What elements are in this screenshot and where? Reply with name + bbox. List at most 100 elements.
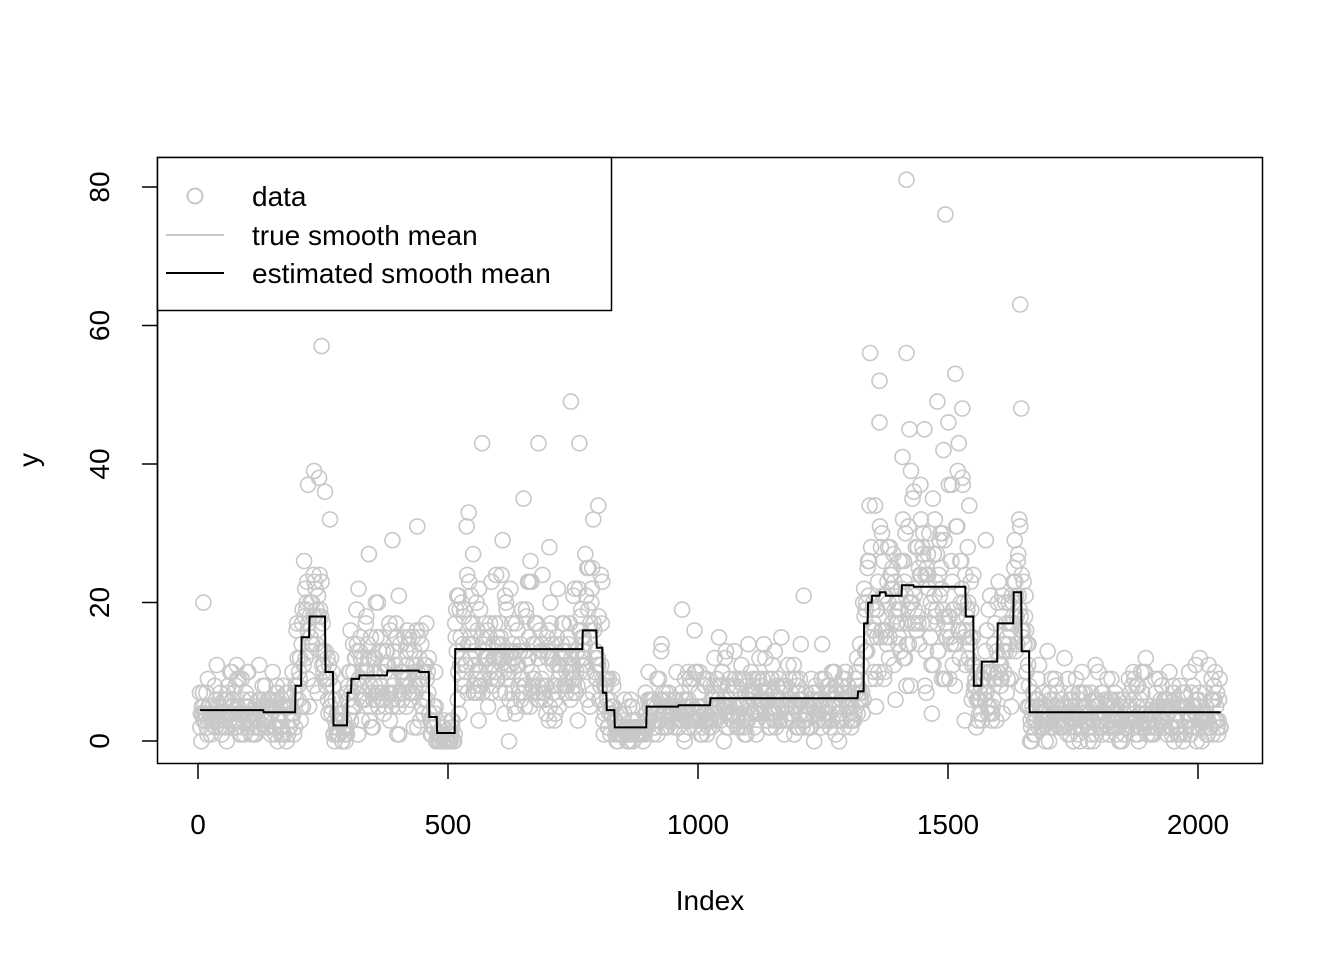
data-point: [542, 615, 560, 632]
estimated-mean-step-path: [199, 584, 1221, 734]
data-point: [653, 635, 670, 653]
data-point: [652, 642, 670, 660]
data-point: [934, 524, 951, 542]
data-point: [1013, 566, 1031, 584]
data-point: [854, 705, 871, 722]
data-point: [522, 552, 539, 570]
legend-label-estimated-mean: estimated smooth mean: [252, 258, 551, 289]
legend-box: [156, 156, 613, 312]
data-point: [791, 670, 809, 688]
data-point: [953, 400, 971, 417]
data-point: [902, 462, 920, 480]
data-point: [1039, 642, 1056, 660]
data-point: [766, 642, 784, 660]
data-point: [603, 670, 621, 688]
data-point: [923, 705, 941, 722]
data-point: [321, 511, 339, 528]
x-tick-label: 1500: [917, 809, 979, 840]
data-point: [604, 677, 622, 695]
data-point: [491, 615, 508, 632]
data-point: [918, 684, 935, 702]
data-point: [1017, 587, 1034, 605]
data-point: [208, 656, 226, 674]
data-point: [805, 732, 823, 750]
data-point: [517, 601, 535, 618]
data-point: [962, 573, 980, 591]
data-point: [500, 732, 518, 750]
x-axis-title: Index: [676, 885, 745, 916]
data-point: [894, 448, 911, 466]
data-point: [912, 476, 929, 494]
data-point: [935, 441, 952, 459]
data-point: [906, 587, 923, 605]
x-tick-label: 500: [425, 809, 472, 840]
data-point: [450, 705, 468, 722]
data-point: [417, 615, 435, 632]
data-point: [916, 677, 934, 695]
data-point: [929, 393, 946, 410]
data-point: [954, 476, 972, 494]
data-point: [903, 594, 921, 611]
data-point: [946, 677, 964, 695]
data-point: [195, 594, 212, 611]
data-point: [1011, 518, 1029, 535]
data-point: [866, 497, 884, 514]
data-point: [443, 719, 461, 736]
data-point: [322, 649, 340, 667]
data-point: [710, 628, 728, 646]
data-point: [748, 726, 765, 743]
data-point: [1019, 656, 1037, 674]
data-point: [250, 656, 268, 674]
data-point: [785, 656, 803, 674]
data-point: [1210, 691, 1228, 709]
data-point: [915, 524, 932, 542]
data-point: [867, 698, 885, 715]
data-point: [1137, 649, 1155, 667]
data-point: [792, 635, 810, 653]
data-point: [926, 511, 944, 528]
data-point: [502, 580, 519, 598]
data-point: [562, 393, 580, 410]
data-point: [569, 712, 587, 729]
data-point: [948, 518, 966, 535]
data-point: [898, 344, 915, 362]
data-point: [930, 642, 947, 660]
data-point: [959, 594, 977, 611]
y-tick-label: 40: [84, 448, 115, 479]
data-point: [919, 545, 937, 563]
data-point: [384, 531, 401, 549]
data-point: [542, 594, 559, 611]
data-point: [316, 483, 334, 501]
data-point: [904, 490, 921, 507]
data-point: [362, 628, 380, 646]
data-point: [593, 615, 611, 632]
data-point: [1030, 656, 1048, 674]
y-tick-label: 80: [84, 171, 115, 202]
data-point: [1009, 545, 1027, 563]
data-point: [873, 524, 891, 542]
x-tick-label: 0: [190, 809, 206, 840]
data-point: [946, 365, 964, 383]
data-point: [299, 476, 317, 494]
data-point: [516, 698, 534, 715]
data-point: [589, 497, 607, 514]
data-point: [977, 531, 995, 549]
data-point: [1087, 656, 1104, 674]
data-point: [1211, 670, 1228, 688]
data-point: [571, 434, 588, 452]
data-point: [795, 587, 813, 605]
data-point: [582, 594, 600, 611]
data-point: [358, 608, 375, 625]
data-point: [861, 344, 879, 362]
data-point: [470, 712, 487, 729]
data-point: [861, 497, 878, 514]
data-point: [1212, 719, 1229, 736]
data-point: [412, 635, 430, 653]
data-point: [420, 649, 438, 667]
data-point: [313, 573, 330, 591]
data-point: [950, 434, 968, 452]
data-point: [922, 628, 939, 646]
data-point: [1056, 649, 1073, 667]
data-point: [686, 622, 703, 639]
x-axis: 0 500 1000 1500 2000 Index: [190, 762, 1229, 916]
